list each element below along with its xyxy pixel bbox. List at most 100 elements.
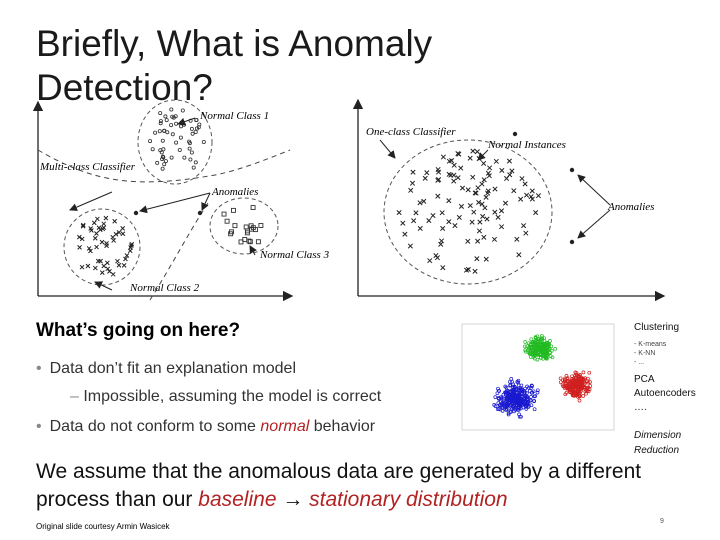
blue-cluster: [492, 377, 540, 419]
assumption-line-1: We assume that the anomalous data are ge…: [36, 460, 642, 483]
class2-point: [112, 218, 118, 224]
cluster-point: [564, 374, 569, 378]
normal-instance-point: [522, 181, 528, 187]
cluster-point: [549, 348, 554, 353]
class2-point: [104, 260, 110, 266]
cluster-point: [509, 377, 514, 381]
side-pca: PCA: [634, 374, 655, 385]
right-normal-points: [396, 148, 542, 274]
class1-point: [189, 150, 194, 155]
cluster-point: [525, 344, 529, 349]
class1-point: [163, 114, 168, 119]
normal-instance-point: [410, 169, 416, 175]
class1-point: [193, 129, 198, 134]
normal-instance-point: [417, 200, 423, 206]
cluster-point: [522, 391, 527, 395]
cluster-point: [523, 398, 528, 403]
class2-point: [101, 221, 107, 227]
cluster-point: [529, 403, 534, 408]
cluster-point: [523, 386, 527, 391]
cluster-point: [581, 370, 586, 375]
class1-point: [164, 118, 169, 123]
cluster-point: [517, 412, 521, 417]
class2-point: [85, 263, 91, 269]
class2-point: [79, 264, 85, 270]
class1-point: [160, 166, 165, 171]
normal-instance-point: [481, 177, 487, 183]
side-clustering: Clustering: [634, 322, 680, 333]
class2-point: [123, 256, 128, 262]
class2-point: [107, 269, 112, 274]
cluster-point: [573, 387, 577, 392]
class2-point: [103, 215, 109, 221]
class1-point: [160, 138, 165, 143]
cluster-point: [522, 400, 527, 405]
normal-instance-point: [435, 166, 441, 173]
normal-instance-point: [476, 228, 483, 234]
class2-point: [113, 231, 119, 237]
cluster-point: [495, 407, 500, 411]
side-method-more: - ...: [634, 359, 645, 366]
cluster-point: [566, 382, 571, 387]
bullet-2: • Data do not conform to some normal beha…: [36, 418, 375, 436]
baseline-text: baseline: [198, 488, 277, 511]
class1-point: [174, 121, 179, 126]
class2-point: [116, 262, 122, 268]
normal-instance-point: [472, 268, 478, 274]
normal-instance-point: [528, 194, 534, 200]
normal-instance-point: [475, 185, 481, 191]
class3-point: [224, 218, 230, 224]
class2-point: [76, 234, 82, 240]
cluster-point: [508, 383, 513, 387]
cluster-point: [519, 414, 523, 419]
normal-instance-point: [440, 225, 446, 231]
normal-instance-point: [455, 150, 461, 157]
normal-instance-point: [407, 243, 413, 249]
class3-point: [229, 229, 234, 235]
cluster-point: [532, 350, 537, 355]
normal-instance-point: [467, 155, 473, 161]
cluster-point: [546, 342, 551, 347]
normal-instance-point: [523, 230, 529, 236]
class1-point: [187, 146, 192, 151]
cluster-point: [524, 405, 529, 409]
class1-point: [159, 150, 164, 155]
class2-point: [92, 235, 98, 241]
cluster-point: [515, 380, 520, 384]
class1-point: [161, 147, 166, 152]
normal-instance-point: [483, 194, 489, 200]
cluster-point: [537, 352, 542, 357]
cluster-point: [574, 376, 579, 381]
normal-instance-point: [498, 208, 505, 214]
cluster-point: [518, 389, 523, 394]
cluster-point: [532, 398, 536, 403]
normal-instance-point: [400, 220, 406, 226]
normal-instance-point: [435, 177, 441, 183]
class2-point: [80, 223, 86, 229]
red-cluster: [558, 370, 593, 403]
cluster-point: [506, 412, 511, 417]
class2-point: [115, 258, 120, 264]
cluster-point: [530, 390, 535, 395]
normal-instance-point: [440, 154, 446, 160]
cluster-point: [544, 342, 549, 347]
normal-instance-point: [481, 160, 487, 166]
normal-instance-point: [485, 170, 491, 176]
normal-instance-point: [474, 256, 480, 262]
normal-instance-point: [507, 172, 513, 178]
cluster-point: [499, 403, 504, 408]
side-methods: - K-means - K-NN - ...: [634, 340, 666, 367]
cluster-point: [534, 346, 538, 350]
class2-point: [105, 266, 111, 272]
cluster-point: [543, 355, 548, 360]
class1-point: [148, 139, 153, 144]
cluster-point: [537, 343, 541, 347]
normal-instance-point: [483, 256, 489, 262]
cluster-point: [588, 384, 593, 388]
cluster-point: [504, 407, 509, 411]
class1-point: [153, 130, 158, 135]
label-normal-class-1: Normal Class 1: [199, 110, 269, 122]
cluster-point: [568, 380, 573, 384]
cluster-point: [587, 387, 592, 392]
class3-point: [253, 227, 259, 233]
